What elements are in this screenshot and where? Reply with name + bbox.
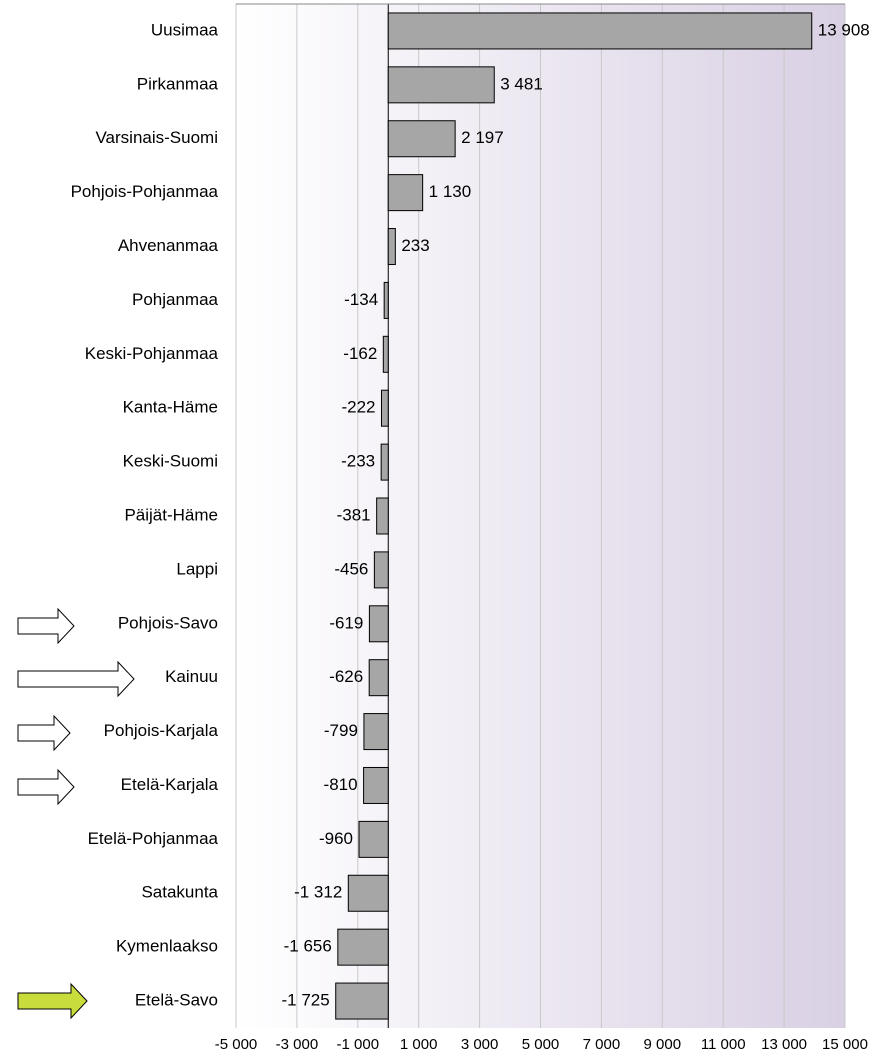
value-label: -1 725	[282, 991, 330, 1010]
y-tick-label: Satakunta	[141, 883, 218, 902]
bar	[347, 874, 389, 912]
x-tick-label: 5 000	[522, 1036, 560, 1053]
y-tick-label: Ahvenanmaa	[118, 236, 219, 255]
x-tick-label: -3 000	[276, 1036, 319, 1053]
arrow	[17, 660, 135, 698]
value-label: -162	[343, 344, 377, 363]
bar	[383, 281, 389, 319]
y-tick-label: Päijät-Häme	[124, 505, 218, 524]
y-tick-label: Lappi	[176, 559, 218, 578]
bar	[368, 605, 389, 643]
bar	[363, 766, 389, 804]
x-tick-label: 13 000	[761, 1036, 807, 1053]
value-label: -1 312	[294, 883, 342, 902]
value-label: -233	[341, 452, 375, 471]
x-tick-label: 9 000	[644, 1036, 682, 1053]
bar	[387, 12, 813, 50]
value-label: 3 481	[500, 74, 543, 93]
y-tick-label: Etelä-Karjala	[121, 775, 219, 794]
y-tick-label: Pohjanmaa	[132, 290, 219, 309]
bar	[337, 928, 389, 966]
x-tick-label: 3 000	[461, 1036, 499, 1053]
arrows	[17, 607, 135, 1020]
value-label: 1 130	[429, 182, 472, 201]
y-tick-label: Uusimaa	[151, 20, 219, 39]
value-label: -456	[334, 559, 368, 578]
x-tick-label: -1 000	[337, 1036, 380, 1053]
y-tick-label: Pohjois-Karjala	[104, 721, 219, 740]
bar	[387, 66, 495, 104]
bar	[368, 659, 389, 697]
bar	[358, 820, 389, 858]
y-tick-label: Etelä-Savo	[135, 991, 218, 1010]
x-tick-label: -5 000	[215, 1036, 258, 1053]
value-label: -381	[337, 505, 371, 524]
arrow	[17, 768, 75, 806]
bar	[387, 120, 456, 158]
x-tick-label: 15 000	[822, 1036, 868, 1053]
value-label: -222	[341, 398, 375, 417]
bar	[363, 713, 389, 751]
bar	[387, 228, 396, 266]
bar	[380, 443, 389, 481]
y-tick-label: Kainuu	[165, 667, 218, 686]
arrow	[17, 607, 75, 645]
y-tick-label: Pirkanmaa	[137, 74, 219, 93]
y-tick-label: Keski-Suomi	[123, 452, 218, 471]
x-tick-label: 11 000	[701, 1036, 746, 1053]
bar	[382, 335, 389, 373]
y-tick-label: Kymenlaakso	[116, 937, 218, 956]
y-tick-label: Etelä-Pohjanmaa	[88, 829, 219, 848]
value-label: 2 197	[461, 128, 504, 147]
y-tick-label: Keski-Pohjanmaa	[85, 344, 219, 363]
bar	[387, 174, 424, 212]
bar	[380, 389, 389, 427]
value-label: 233	[401, 236, 429, 255]
value-label: 13 908	[818, 20, 870, 39]
value-label: -810	[324, 775, 358, 794]
y-tick-label: Kanta-Häme	[123, 398, 218, 417]
value-label: -960	[319, 829, 353, 848]
bar	[335, 982, 389, 1020]
bar	[376, 497, 389, 535]
y-tick-label: Varsinais-Suomi	[95, 128, 218, 147]
value-label: -134	[344, 290, 378, 309]
value-label: -626	[329, 667, 363, 686]
arrow	[17, 714, 71, 752]
value-label: -619	[329, 613, 363, 632]
x-tick-label: 1 000	[400, 1036, 438, 1053]
value-label: -799	[324, 721, 358, 740]
bar	[373, 551, 389, 589]
arrow	[17, 982, 88, 1020]
value-label: -1 656	[284, 937, 332, 956]
y-tick-label: Pohjois-Pohjanmaa	[71, 182, 219, 201]
x-tick-label: 7 000	[583, 1036, 621, 1053]
y-tick-label: Pohjois-Savo	[118, 613, 218, 632]
